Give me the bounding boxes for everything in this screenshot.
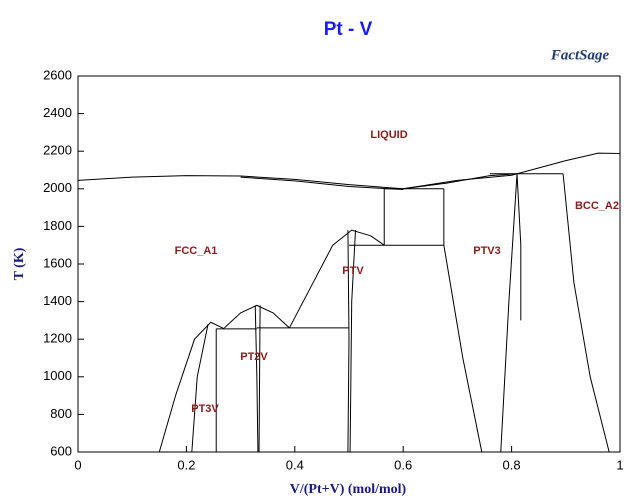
y-tick-label: 800 <box>50 406 72 421</box>
phase-boundary <box>516 173 522 321</box>
x-axis-label: V/(Pt+V) (mol/mol) <box>290 482 407 497</box>
phase-boundary <box>224 304 290 329</box>
phase-boundary <box>254 305 259 453</box>
y-tick-label: 1200 <box>43 331 72 346</box>
phase-boundary <box>562 173 610 453</box>
phase-label: FCC_A1 <box>175 245 218 257</box>
phase-boundary <box>258 305 261 453</box>
x-tick-label: 0 <box>74 457 81 472</box>
phase-boundary <box>347 230 350 453</box>
phase-boundary <box>500 173 518 453</box>
phase-label: BCC_A2 <box>575 200 619 212</box>
chart-title: Pt - V <box>324 19 373 40</box>
phase-boundary <box>403 173 518 190</box>
x-tick-label: 0.2 <box>177 457 195 472</box>
phase-label: PT3V <box>191 403 219 415</box>
phase-label: LIQUID <box>370 129 407 141</box>
phase-boundary <box>288 229 385 329</box>
y-tick-label: 1400 <box>43 293 72 308</box>
phase-boundary <box>191 324 209 453</box>
y-tick-label: 1000 <box>43 368 72 383</box>
y-tick-label: 2600 <box>43 67 72 82</box>
phase-label: PTV3 <box>473 245 501 257</box>
phase-boundary <box>158 321 225 453</box>
y-axis-label: T (K) <box>12 247 27 280</box>
phase-boundary <box>403 152 621 190</box>
y-tick-label: 1600 <box>43 255 72 270</box>
phase-label: PT2V <box>240 351 268 363</box>
y-tick-label: 1800 <box>43 218 72 233</box>
y-tick-label: 600 <box>50 443 72 458</box>
x-tick-label: 1 <box>616 457 623 472</box>
x-tick-label: 0.6 <box>394 457 412 472</box>
x-tick-label: 0.4 <box>286 457 304 472</box>
phase-boundary <box>240 176 404 191</box>
x-tick-label: 0.8 <box>503 457 521 472</box>
y-tick-label: 2000 <box>43 180 72 195</box>
phase-label: PTV <box>342 265 364 277</box>
phase-boundary <box>443 188 483 453</box>
y-tick-label: 2200 <box>43 143 72 158</box>
phase-boundary <box>77 175 404 190</box>
phase-boundary <box>349 230 357 453</box>
y-tick-label: 2400 <box>43 105 72 120</box>
logo: FactSage <box>550 47 610 63</box>
